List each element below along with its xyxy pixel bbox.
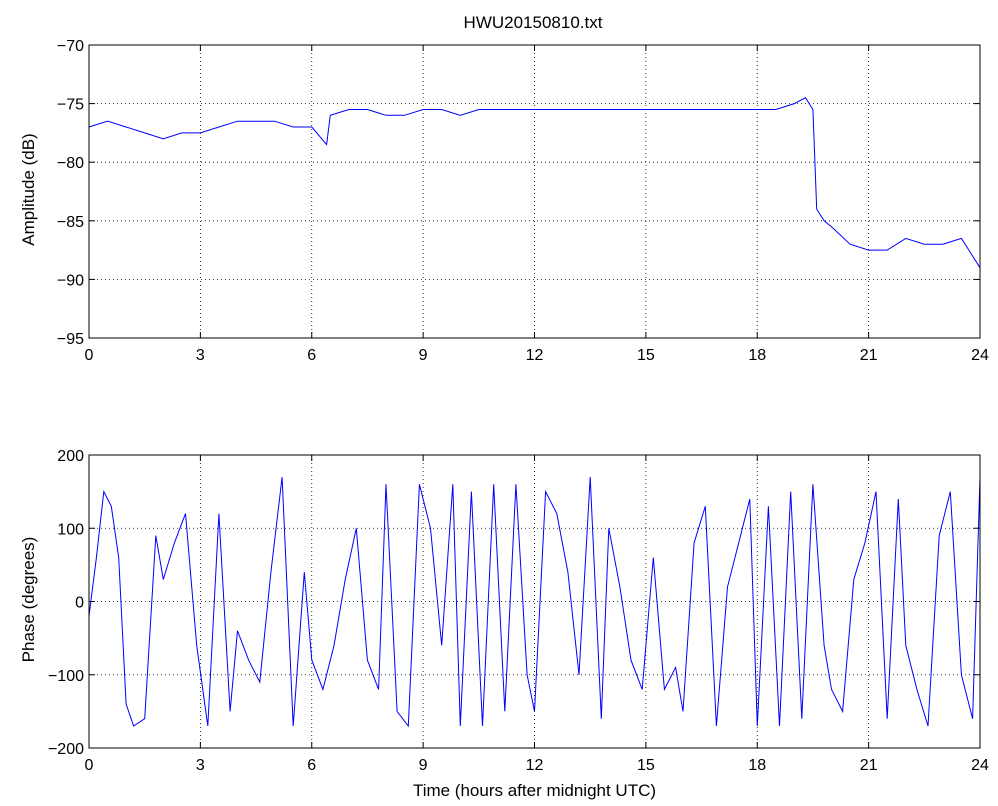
- amplitude-chart: HWU20150810.txt 0 3 6 9 12 15 18 21 24 −70 −75 −80 −…: [19, 13, 989, 364]
- phase-x-tick-label: 3: [196, 757, 205, 774]
- phase-y-tick-label: 0: [75, 595, 84, 612]
- amplitude-y-tick-label: −70: [57, 38, 84, 55]
- phase-x-tick-label: 21: [860, 757, 878, 774]
- amplitude-x-tick-label: 18: [748, 347, 766, 364]
- phase-y-tick-label: 200: [57, 448, 84, 465]
- amplitude-plot-frame: [88, 44, 981, 339]
- amplitude-x-tick-label: 24: [971, 347, 989, 364]
- amplitude-x-tick-label: 12: [526, 347, 544, 364]
- amplitude-x-tick-label: 0: [85, 347, 94, 364]
- amplitude-y-tick-label: −95: [57, 331, 84, 348]
- phase-y-tick-label: −100: [48, 668, 84, 685]
- phase-x-tick-label: 15: [637, 757, 655, 774]
- amplitude-y-tick-label: −75: [57, 97, 84, 114]
- amplitude-x-tick-label: 9: [419, 347, 428, 364]
- phase-x-tick-label: 6: [307, 757, 316, 774]
- phase-y-tick-label: −200: [48, 741, 84, 758]
- phase-y-tick-label: 100: [57, 521, 84, 538]
- phase-chart: 0 3 6 9 12 15 18 21 24 200 100 0 −100 −200 Phase (deg…: [19, 448, 989, 800]
- phase-x-tick-label: 12: [526, 757, 544, 774]
- phase-x-tick-label: 18: [748, 757, 766, 774]
- phase-x-tick-label: 24: [971, 757, 989, 774]
- phase-x-axis-label: Time (hours after midnight UTC): [413, 781, 656, 800]
- amplitude-y-axis-label: Amplitude (dB): [19, 133, 38, 245]
- phase-x-tick-label: 0: [85, 757, 94, 774]
- amplitude-y-tick-label: −80: [57, 155, 84, 172]
- amplitude-y-tick-label: −90: [57, 272, 84, 289]
- amplitude-x-tick-label: 21: [860, 347, 878, 364]
- phase-x-tick-label: 9: [419, 757, 428, 774]
- phase-plot-frame: [88, 454, 981, 749]
- amplitude-x-tick-label: 15: [637, 347, 655, 364]
- amplitude-x-tick-label: 6: [307, 347, 316, 364]
- chart-title: HWU20150810.txt: [464, 13, 603, 32]
- phase-series-line: [88, 476, 981, 728]
- amplitude-x-tick-label: 3: [196, 347, 205, 364]
- amplitude-y-tick-label: −85: [57, 214, 84, 231]
- phase-y-axis-label: Phase (degrees): [19, 537, 38, 663]
- amplitude-series-line: [88, 97, 981, 268]
